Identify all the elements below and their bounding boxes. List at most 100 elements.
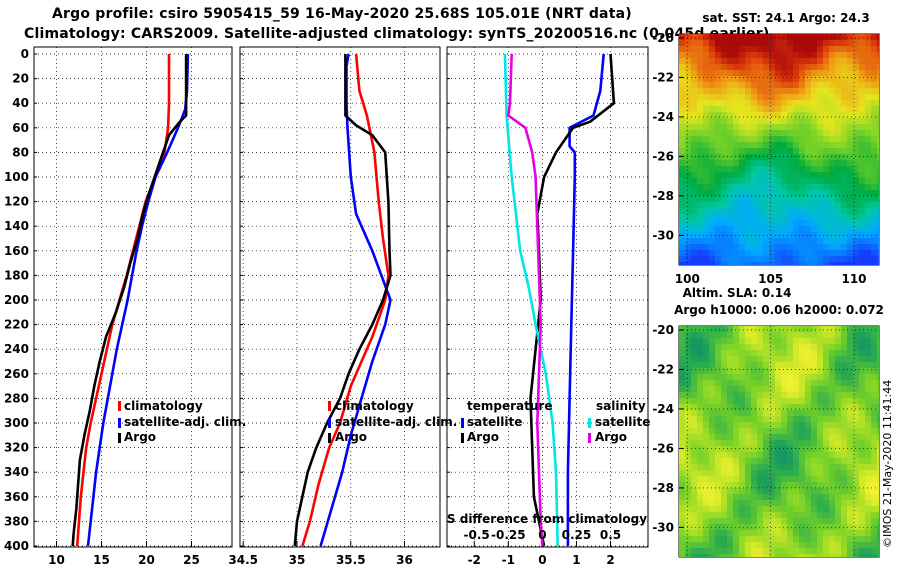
sst-cell [691, 94, 698, 101]
sla-cell [769, 530, 776, 537]
sla-cell [799, 500, 806, 507]
sla-cell [733, 470, 740, 477]
sla-cell [691, 518, 698, 525]
sst-cell [877, 82, 879, 89]
sla-cell [685, 482, 692, 489]
sst-cell [733, 214, 740, 221]
sst-cell [739, 136, 746, 143]
sla-cell [781, 488, 788, 495]
sst-cell [853, 208, 860, 215]
sla-cell [871, 404, 878, 411]
sla-cell [703, 440, 710, 447]
sst-cell [769, 154, 776, 161]
sla-cell [859, 404, 866, 411]
sla-cell [685, 536, 692, 543]
sst-cell [841, 178, 848, 185]
sst-cell [745, 142, 752, 149]
sst-cell [751, 130, 758, 137]
sst-cell [721, 34, 728, 41]
sla-cell [727, 530, 734, 537]
sla-cell [805, 500, 812, 507]
sla-cell [859, 338, 866, 345]
sst-cell [787, 196, 794, 203]
sst-cell [829, 70, 836, 77]
sla-cell [805, 494, 812, 501]
sst-cell [763, 118, 770, 125]
sla-cell [757, 518, 764, 525]
sst-cell [841, 244, 848, 251]
sla-cell [703, 410, 710, 417]
sla-cell [781, 446, 788, 453]
sst-cell [859, 70, 866, 77]
sla-cell [739, 452, 746, 459]
sla-cell [727, 524, 734, 531]
sst-cell [763, 112, 770, 119]
sla-cell [733, 374, 740, 381]
sla-cell [841, 380, 848, 387]
sst-cell [853, 172, 860, 179]
sst-cell [787, 70, 794, 77]
sst-cell [703, 40, 710, 47]
sst-cell [733, 82, 740, 89]
sla-cell [745, 476, 752, 483]
sla-cell [805, 548, 812, 555]
sla-cell [721, 518, 728, 525]
sst-cell [847, 46, 854, 53]
sla-cell [739, 554, 746, 557]
sla-cell [841, 404, 848, 411]
sst-cell [727, 142, 734, 149]
sst-cell [751, 100, 758, 107]
sla-cell [805, 398, 812, 405]
sla-cell [841, 554, 848, 557]
sst-cell [781, 130, 788, 137]
sst-cell [703, 208, 710, 215]
sst-cell [721, 130, 728, 137]
sla-cell [835, 548, 842, 555]
sla-cell [757, 332, 764, 339]
sst-cell [859, 178, 866, 185]
sla-cell [829, 404, 836, 411]
sst-cell [811, 40, 818, 47]
sst-cell [811, 196, 818, 203]
sst-cell [877, 94, 879, 101]
legend-swatch-sal-satellite [588, 418, 591, 428]
sla-cell [697, 458, 704, 465]
sst-cell [751, 190, 758, 197]
sst-cell [715, 196, 722, 203]
sst-cell [817, 196, 824, 203]
sst-cell [733, 202, 740, 209]
sst-cell [697, 178, 704, 185]
sla-cell [799, 362, 806, 369]
sla-cell [865, 374, 872, 381]
sst-cell [835, 52, 842, 59]
sst-cell [757, 190, 764, 197]
sla-cell [781, 452, 788, 459]
sst-cell [793, 82, 800, 89]
sst-cell [751, 154, 758, 161]
sst-cell [751, 52, 758, 59]
sla-cell [691, 536, 698, 543]
sst-cell [793, 46, 800, 53]
sla-cell [691, 338, 698, 345]
sst-cell [703, 136, 710, 143]
sst-cell [853, 244, 860, 251]
sst-cell [787, 256, 794, 263]
sla-cell [835, 428, 842, 435]
sst-cell [697, 100, 704, 107]
sst-cell [733, 196, 740, 203]
sst-cell [679, 70, 686, 77]
sst-cell [703, 142, 710, 149]
sst-cell [691, 178, 698, 185]
sst-cell [877, 148, 879, 155]
sst-cell [685, 88, 692, 95]
sla-cell [703, 518, 710, 525]
sst-cell [733, 136, 740, 143]
sla-cell [727, 518, 734, 525]
sla-cell [787, 410, 794, 417]
sst-cell [751, 106, 758, 113]
sst-cell [847, 118, 854, 125]
sla-cell [763, 350, 770, 357]
sst-cell [835, 64, 842, 71]
x-tick-label: 35.5 [336, 553, 366, 567]
sst-cell [781, 148, 788, 155]
